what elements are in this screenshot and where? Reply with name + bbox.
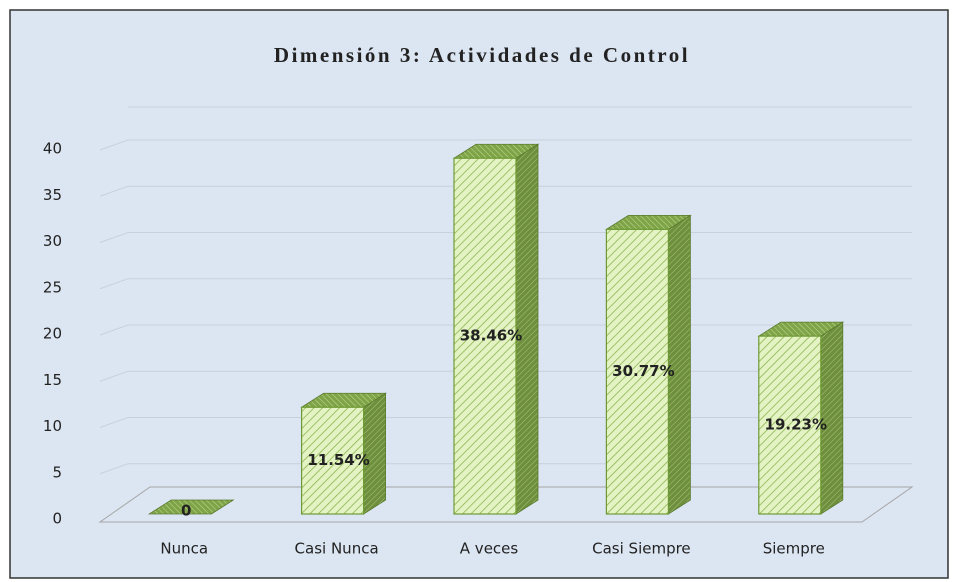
y-tick-label: 0: [52, 510, 62, 528]
bar: [147, 499, 235, 515]
bar: [452, 143, 540, 515]
bar: [300, 392, 387, 515]
bar-front: [301, 406, 365, 515]
value-label: 0: [181, 502, 191, 520]
y-tick-label: 5: [52, 463, 62, 481]
y-tick-label: 15: [43, 371, 62, 389]
x-tick-label: Casi Nunca: [295, 540, 379, 558]
x-tick-label: A veces: [460, 540, 519, 558]
value-label: 11.54%: [307, 451, 369, 469]
bar: [605, 214, 692, 515]
grid-line: [99, 139, 912, 151]
bar: [757, 321, 845, 515]
y-tick-label: 40: [43, 140, 62, 158]
value-label: 19.23%: [765, 416, 827, 434]
y-tick-label: 20: [43, 325, 62, 343]
value-label: 38.46%: [460, 327, 522, 345]
value-label: 30.77%: [612, 362, 674, 380]
y-tick-label: 10: [43, 417, 62, 435]
chart-title: Dimensión 3: Actividades de Control: [274, 43, 690, 67]
y-tick-label: 30: [43, 232, 62, 250]
grid-line: [99, 185, 912, 197]
bar-front: [605, 228, 670, 515]
x-tick-label: Nunca: [160, 540, 208, 558]
bar-front: [758, 335, 822, 515]
bar-front: [453, 157, 517, 515]
y-tick-label: 25: [43, 278, 62, 296]
x-tick-label: Casi Siempre: [592, 540, 691, 558]
y-tick-label: 35: [43, 186, 62, 204]
bar-top: [147, 499, 235, 515]
x-tick-label: Siempre: [763, 540, 825, 558]
